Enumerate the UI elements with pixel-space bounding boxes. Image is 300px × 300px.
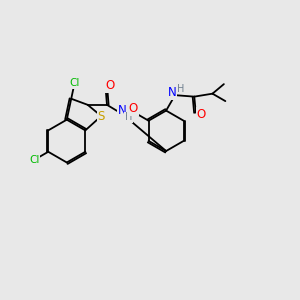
Text: O: O [196, 108, 206, 121]
Text: Cl: Cl [69, 78, 80, 88]
Text: Cl: Cl [29, 155, 39, 165]
Text: N: N [118, 104, 127, 117]
Text: H: H [125, 112, 132, 122]
Text: O: O [105, 79, 115, 92]
Text: N: N [168, 86, 176, 99]
Text: S: S [98, 110, 105, 123]
Text: O: O [128, 102, 138, 115]
Text: H: H [177, 84, 185, 94]
